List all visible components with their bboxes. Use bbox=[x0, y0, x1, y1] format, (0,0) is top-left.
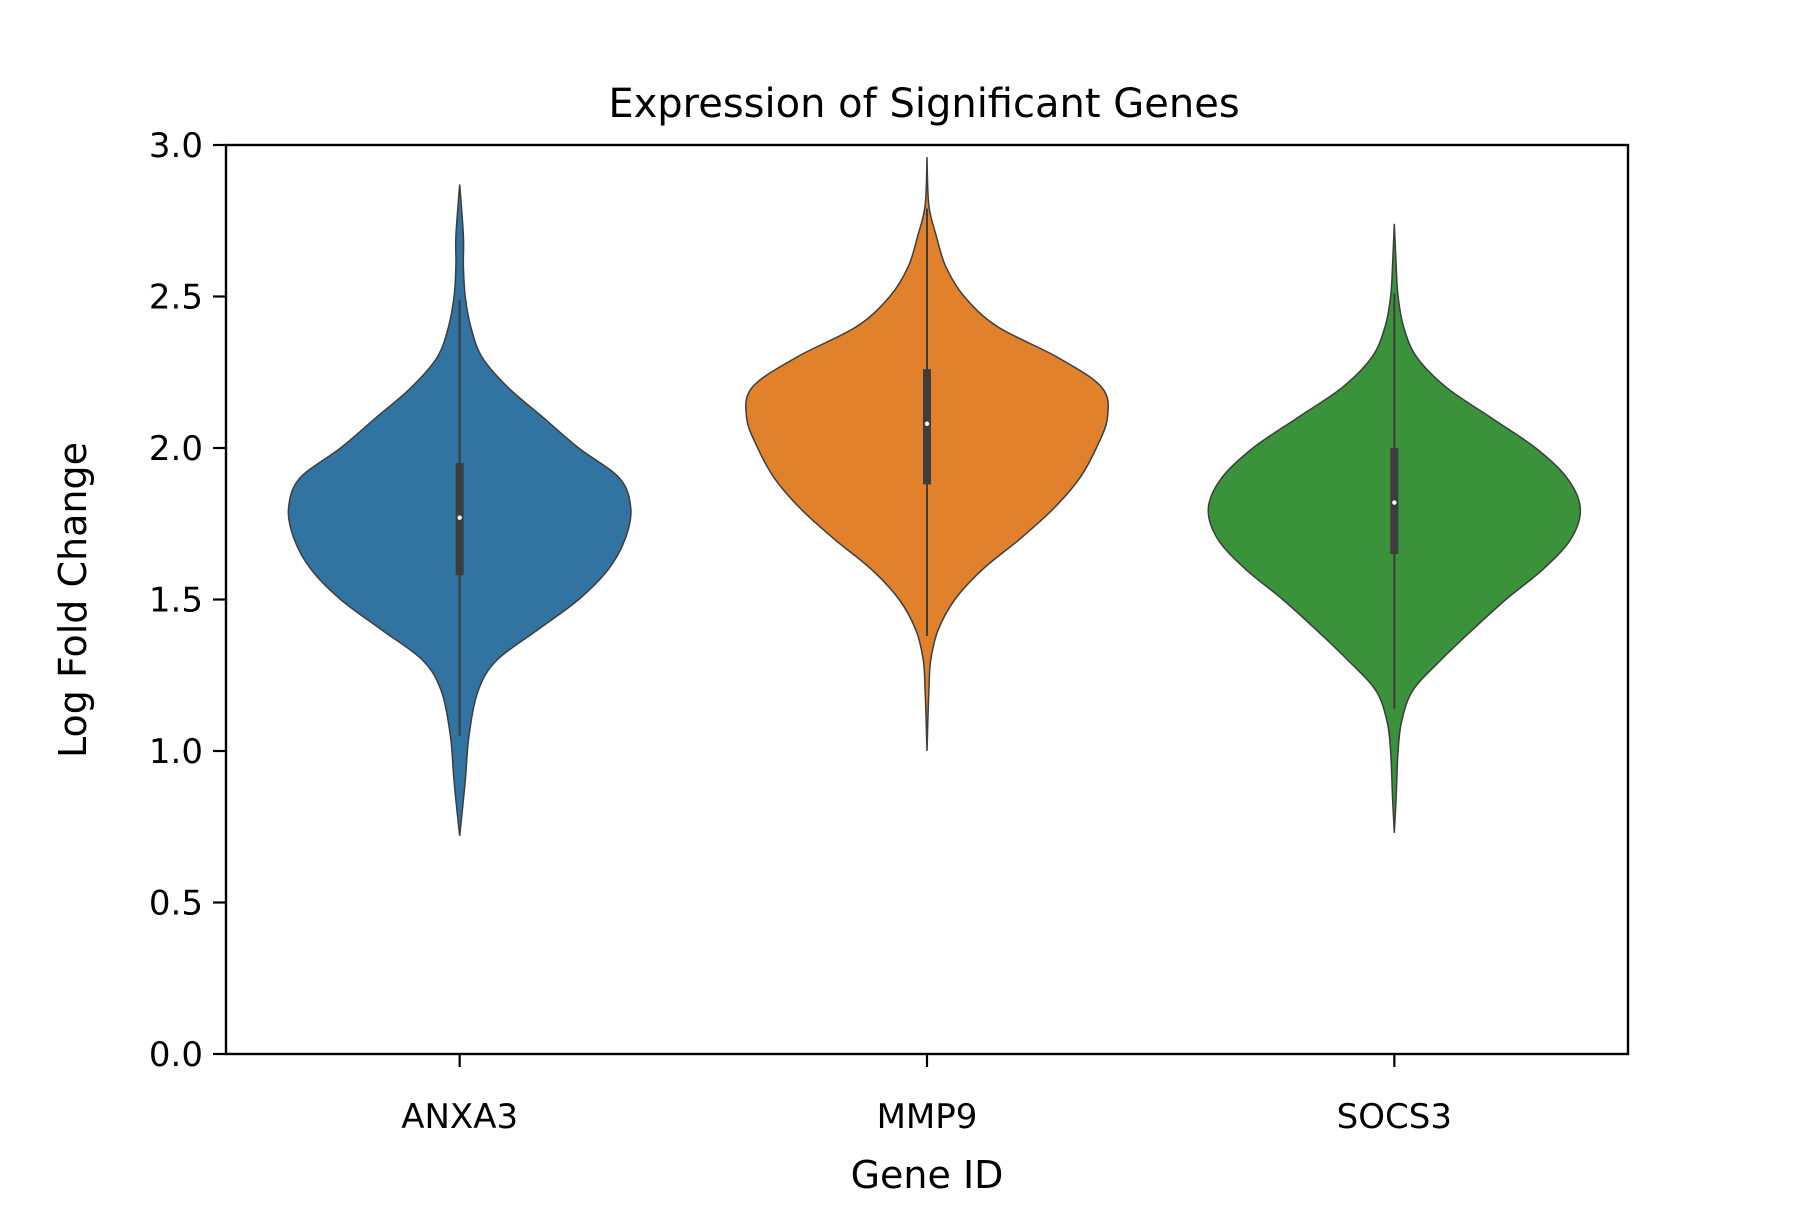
violin-layer bbox=[287, 157, 1582, 836]
violin-socs3 bbox=[1207, 223, 1582, 833]
chart-title: Expression of Significant Genes bbox=[608, 81, 1239, 127]
y-tick-label: 0.5 bbox=[149, 884, 203, 924]
y-tick-label: 2.5 bbox=[149, 278, 203, 318]
y-tick-label: 1.5 bbox=[149, 581, 203, 621]
violin-mmp9 bbox=[745, 157, 1110, 752]
x-tick-label: ANXA3 bbox=[401, 1097, 518, 1137]
y-tick-label: 2.0 bbox=[149, 429, 203, 469]
x-axis-label: Gene ID bbox=[851, 1153, 1004, 1197]
x-axis: ANXA3 MMP9 SOCS3 bbox=[401, 1054, 1452, 1137]
y-axis-label: Log Fold Change bbox=[51, 442, 95, 758]
y-tick-label: 1.0 bbox=[149, 732, 203, 772]
x-tick-label: SOCS3 bbox=[1337, 1097, 1452, 1137]
x-tick-label: MMP9 bbox=[877, 1097, 978, 1137]
median-marker bbox=[1392, 500, 1397, 505]
y-tick-label: 0.0 bbox=[149, 1035, 203, 1075]
y-tick-label: 3.0 bbox=[149, 126, 203, 166]
median-marker bbox=[924, 421, 930, 426]
y-axis: 0.0 0.5 1.0 1.5 2.0 2.5 3.0 bbox=[149, 126, 226, 1075]
median-marker bbox=[457, 515, 462, 520]
iqr-box bbox=[923, 369, 931, 485]
violin-anxa3 bbox=[287, 184, 632, 836]
